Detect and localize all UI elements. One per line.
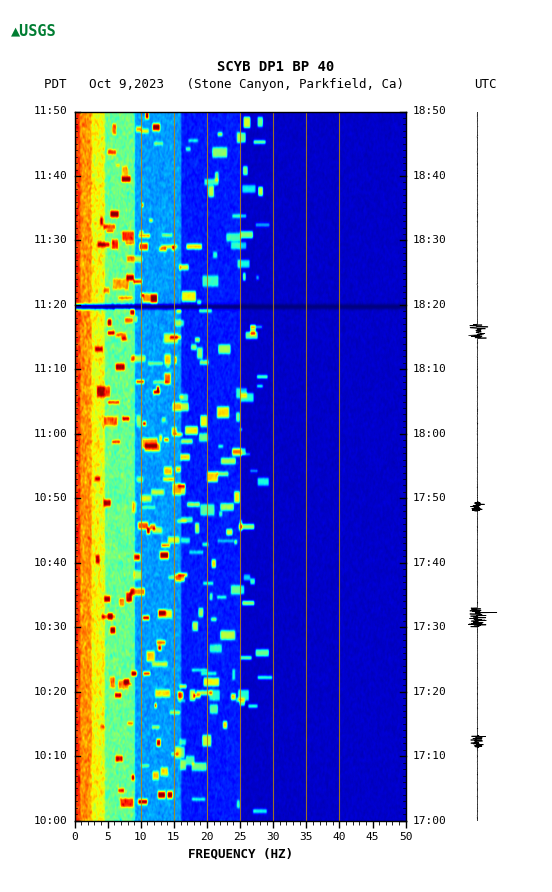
Text: 17:30: 17:30 <box>412 623 446 632</box>
Text: 10:00: 10:00 <box>34 815 68 826</box>
Text: 17:40: 17:40 <box>412 558 446 568</box>
X-axis label: FREQUENCY (HZ): FREQUENCY (HZ) <box>188 847 293 860</box>
Text: 18:10: 18:10 <box>412 364 446 375</box>
Text: SCYB DP1 BP 40: SCYB DP1 BP 40 <box>217 60 335 74</box>
Text: 10:20: 10:20 <box>34 687 68 697</box>
Text: 11:10: 11:10 <box>34 364 68 375</box>
Text: 17:20: 17:20 <box>412 687 446 697</box>
Text: 18:40: 18:40 <box>412 171 446 181</box>
Text: 10:50: 10:50 <box>34 493 68 503</box>
Text: 17:50: 17:50 <box>412 493 446 503</box>
Text: 11:20: 11:20 <box>34 300 68 310</box>
Text: 11:30: 11:30 <box>34 235 68 245</box>
Text: 10:40: 10:40 <box>34 558 68 568</box>
Text: 11:50: 11:50 <box>34 106 68 117</box>
Text: 18:30: 18:30 <box>412 235 446 245</box>
Text: ▲USGS: ▲USGS <box>11 24 57 38</box>
Text: 18:00: 18:00 <box>412 429 446 439</box>
Text: 11:00: 11:00 <box>34 429 68 439</box>
Text: 18:50: 18:50 <box>412 106 446 117</box>
Text: UTC: UTC <box>475 78 497 91</box>
Text: 11:40: 11:40 <box>34 171 68 181</box>
Text: 10:10: 10:10 <box>34 751 68 761</box>
Text: 17:00: 17:00 <box>412 815 446 826</box>
Text: 10:30: 10:30 <box>34 623 68 632</box>
Text: 17:10: 17:10 <box>412 751 446 761</box>
Text: PDT   Oct 9,2023   (Stone Canyon, Parkfield, Ca): PDT Oct 9,2023 (Stone Canyon, Parkfield,… <box>44 78 404 91</box>
Text: 18:20: 18:20 <box>412 300 446 310</box>
